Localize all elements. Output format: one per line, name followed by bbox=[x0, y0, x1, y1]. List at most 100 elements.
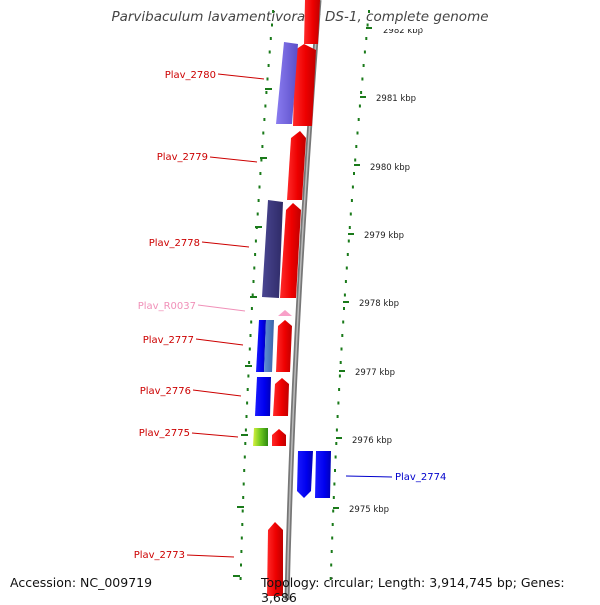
ring-dot bbox=[353, 172, 355, 175]
gene-label: Plav_2779 bbox=[157, 152, 208, 163]
gene-label: Plav_R0037 bbox=[138, 301, 196, 312]
ring-dot bbox=[348, 226, 351, 229]
ring-dot bbox=[351, 185, 354, 189]
gene-label: Plav_2780 bbox=[165, 70, 216, 81]
ruler-tick-label: 2979 kbp bbox=[364, 231, 404, 241]
ring-dot bbox=[254, 239, 257, 243]
gene-label: Plav_2775 bbox=[139, 428, 190, 439]
gene-label: Plav_2773 bbox=[134, 550, 185, 561]
ring-dot bbox=[343, 307, 345, 310]
ring-dot bbox=[260, 157, 267, 159]
ring-dot bbox=[262, 131, 265, 135]
ring-dot bbox=[331, 523, 334, 526]
ring-dot bbox=[266, 77, 269, 81]
ring-dot bbox=[358, 104, 361, 108]
ring-dot bbox=[357, 118, 360, 121]
ring-dot bbox=[343, 293, 346, 297]
gene-arrow-forward bbox=[267, 522, 283, 596]
ring-dot bbox=[244, 442, 247, 445]
ruler-tick-label: 2982 kbp bbox=[383, 26, 423, 36]
ring-dot bbox=[355, 145, 358, 148]
ring-dot bbox=[366, 23, 369, 27]
ring-dot bbox=[345, 266, 348, 270]
ring-dot bbox=[267, 64, 270, 67]
gene-arrow-reverse bbox=[276, 42, 298, 124]
ring-dot bbox=[245, 415, 248, 418]
ring-dot bbox=[253, 266, 256, 270]
ring-dot bbox=[347, 239, 350, 243]
ruler-tick-label: 2975 kbp bbox=[349, 505, 389, 515]
ring-dot bbox=[251, 293, 254, 297]
ruler-tick-label: 2980 kbp bbox=[370, 163, 410, 173]
ruler-tick-label: 2978 kbp bbox=[359, 299, 399, 309]
ring-dot bbox=[338, 388, 341, 391]
ring-dot bbox=[272, 10, 275, 13]
ring-dot bbox=[337, 401, 340, 405]
forward-genes bbox=[267, 0, 320, 596]
ring-dot bbox=[250, 320, 253, 324]
gene-arrow-forward bbox=[293, 44, 316, 126]
ring-dot bbox=[248, 347, 251, 351]
ring-dot bbox=[332, 496, 335, 499]
gene-arrow-forward bbox=[304, 0, 320, 44]
right-ring-dots bbox=[329, 10, 370, 580]
ring-dot bbox=[250, 296, 257, 298]
ring-dot bbox=[265, 88, 272, 90]
ring-dot bbox=[339, 361, 342, 364]
gene-arrow-reverse bbox=[264, 320, 274, 372]
gene-arrow-forward bbox=[273, 378, 289, 416]
ring-dot bbox=[246, 401, 249, 405]
gene-label: Plav_2776 bbox=[140, 386, 191, 397]
ring-dot bbox=[243, 455, 246, 459]
ring-dot bbox=[346, 253, 349, 256]
ring-dot bbox=[240, 563, 242, 567]
ring-dot bbox=[336, 415, 339, 418]
ruler-tick-label: 2981 kbp bbox=[376, 94, 416, 104]
ring-dot bbox=[249, 334, 252, 337]
ring-dot bbox=[271, 23, 273, 27]
ring-dot bbox=[240, 536, 243, 540]
ring-dot bbox=[265, 91, 268, 94]
ring-dot bbox=[344, 280, 347, 283]
ring-dot bbox=[258, 185, 261, 189]
ring-dot bbox=[261, 145, 264, 148]
ring-dot bbox=[334, 469, 336, 472]
ring-dot bbox=[335, 442, 338, 445]
ring-dot bbox=[233, 575, 240, 577]
left-ring-dots bbox=[233, 10, 275, 580]
ring-dot bbox=[242, 496, 245, 499]
ring-dot bbox=[241, 523, 244, 526]
ring-dot bbox=[260, 158, 263, 162]
ring-dot bbox=[354, 158, 357, 162]
ring-dot bbox=[245, 365, 252, 367]
ring-dot bbox=[368, 10, 370, 13]
ring-dot bbox=[242, 482, 245, 486]
ruler-tick-label: 2976 kbp bbox=[352, 436, 392, 446]
accession-text: Accession: NC_009719 bbox=[10, 575, 153, 590]
gene-label: Plav_2774 bbox=[395, 472, 446, 483]
ring-dot bbox=[264, 104, 267, 108]
gene-arrow-reverse bbox=[315, 451, 331, 498]
ring-dot bbox=[247, 374, 250, 378]
ring-dot bbox=[240, 550, 243, 553]
ring-dot bbox=[252, 280, 255, 283]
ring-dot bbox=[362, 64, 365, 67]
ring-dot bbox=[330, 563, 333, 567]
ring-dot bbox=[329, 577, 332, 580]
gene-label: Plav_2777 bbox=[143, 335, 194, 346]
gene-arrow-forward bbox=[276, 320, 292, 372]
ring-dot bbox=[332, 509, 335, 513]
ring-dot bbox=[254, 253, 257, 256]
ring-dot bbox=[338, 374, 341, 378]
ring-dot bbox=[250, 307, 253, 310]
ring-dot bbox=[342, 320, 345, 324]
ring-dot bbox=[257, 199, 260, 202]
topology-text: Topology: circular; Length: 3,914,745 bp… bbox=[261, 575, 565, 605]
ring-dot bbox=[341, 334, 344, 337]
ring-dot bbox=[259, 172, 262, 175]
ring-dot bbox=[349, 212, 352, 216]
ring-dot bbox=[239, 577, 242, 580]
ring-dot bbox=[356, 131, 359, 135]
ring-dot bbox=[268, 50, 271, 54]
